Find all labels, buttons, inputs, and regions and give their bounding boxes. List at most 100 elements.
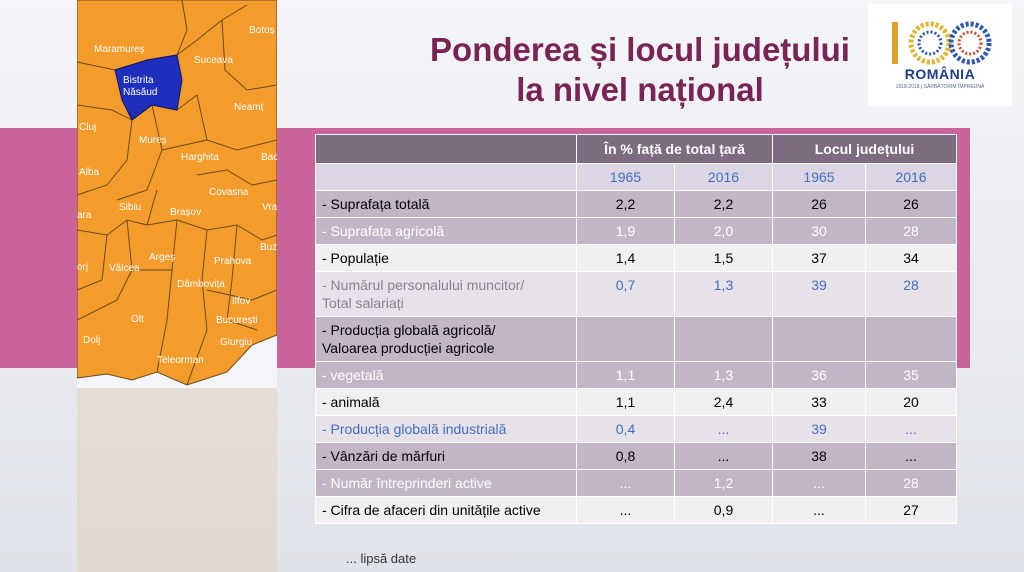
map-label: Suceava: [194, 55, 233, 66]
county-map: Bistrita Năsăud Botoș Maramureș Suceava …: [77, 0, 277, 388]
value-cell: 1,3: [674, 361, 773, 389]
value-cell: [864, 316, 958, 362]
year-cell: 1965: [772, 163, 866, 191]
value-cell: 20: [864, 388, 958, 416]
table-header-row: În % față de total țară Locul județului: [315, 134, 958, 164]
value-cell: ...: [576, 496, 675, 524]
header-empty-cell: [315, 134, 577, 164]
value-cell: [772, 316, 866, 362]
map-label: Sibiu: [119, 202, 141, 213]
table-row: - Populație 1,4 1,5 37 34: [315, 244, 958, 272]
map-label: Mureș: [139, 135, 167, 146]
row-label-line-2: Valoarea producției agricole: [322, 340, 495, 356]
value-cell: ...: [772, 496, 866, 524]
logo-tagline: 1918-2018 | SĂRBĂTORIM ÎMPREUNĂ: [895, 84, 985, 90]
row-label: - Producția globală agricolă/ Valoarea p…: [315, 316, 577, 362]
map-label: Vra: [262, 202, 277, 213]
row-label: - Producția globală industrială: [315, 415, 577, 443]
map-label: Prahova: [214, 256, 252, 267]
map-label: Alba: [79, 167, 99, 178]
value-cell: 0,9: [674, 496, 773, 524]
table-row: - Producția globală industrială 0,4 ... …: [315, 415, 958, 443]
map-label: Bac: [261, 152, 277, 163]
value-cell: 2,2: [674, 190, 773, 218]
footnote: ... lipsă date: [346, 551, 417, 566]
map-label: Harghita: [181, 152, 219, 163]
row-label: - Cifra de afaceri din unitățile active: [315, 496, 577, 524]
row-label: - Numărul personalului muncitor/ Total s…: [315, 271, 577, 317]
year-row-empty: [315, 163, 577, 191]
header-rank-group: Locul județului: [771, 134, 958, 164]
map-label: Botoș: [249, 25, 275, 36]
map-label: Giurgiu: [220, 337, 252, 348]
value-cell: 1,3: [674, 271, 773, 317]
value-cell: 1,5: [674, 244, 773, 272]
value-cell: 0,8: [576, 442, 675, 470]
value-cell: 33: [772, 388, 866, 416]
value-cell: 28: [864, 217, 958, 245]
highlighted-county-shape: [114, 54, 183, 121]
logo-country-text: ROMÂNIA: [904, 66, 976, 82]
table-row: - Cifra de afaceri din unitățile active …: [315, 496, 958, 524]
value-cell: [576, 316, 675, 362]
table-row: - Număr întreprinderi active ... 1,2 ...…: [315, 469, 958, 497]
value-cell: 37: [772, 244, 866, 272]
value-cell: 36: [772, 361, 866, 389]
row-label: - Vânzări de mărfuri: [315, 442, 577, 470]
table-row: - Producția globală agricolă/ Valoarea p…: [315, 316, 958, 362]
value-cell: 38: [772, 442, 866, 470]
value-cell: 1,4: [576, 244, 675, 272]
value-cell: 39: [772, 415, 866, 443]
value-cell: 0,7: [576, 271, 675, 317]
value-cell: 1,1: [576, 388, 675, 416]
value-cell: 26: [772, 190, 866, 218]
map-label: Vâlcea: [109, 263, 140, 274]
row-label: - animală: [315, 388, 577, 416]
map-label: Maramureș: [94, 44, 145, 55]
table-row: - Suprafața totală 2,2 2,2 26 26: [315, 190, 958, 218]
map-label: Olt: [131, 314, 144, 325]
value-cell: ...: [674, 415, 773, 443]
value-cell: 28: [864, 469, 958, 497]
value-cell: ...: [576, 469, 675, 497]
row-label-line-1: - Producția globală agricolă/: [322, 322, 496, 338]
map-label: Covasna: [209, 187, 249, 198]
value-cell: 0,4: [576, 415, 675, 443]
year-cell: 2016: [864, 163, 958, 191]
value-cell: ...: [674, 442, 773, 470]
map-label: Ilfov: [232, 296, 250, 307]
statistics-table: În % față de total țară Locul județului …: [315, 134, 958, 524]
value-cell: [674, 316, 773, 362]
value-cell: ...: [772, 469, 866, 497]
value-cell: 26: [864, 190, 958, 218]
table-row: - Suprafața agricolă 1,9 2,0 30 28: [315, 217, 958, 245]
title-line-1: Ponderea și locul județului: [430, 31, 850, 68]
logo-100-graphic: [892, 21, 992, 65]
row-label: - Suprafața totală: [315, 190, 577, 218]
table-row: - animală 1,1 2,4 33 20: [315, 388, 958, 416]
map-label: ara: [77, 210, 92, 221]
map-label: Brașov: [170, 207, 201, 218]
centenary-logo: ROMÂNIA 1918-2018 | SĂRBĂTORIM ÎMPREUNĂ: [868, 4, 1012, 106]
row-label-line-1: - Numărul personalului muncitor/: [322, 277, 525, 293]
header-percent-group: În % față de total țară: [576, 134, 773, 164]
table-row: - Vânzări de mărfuri 0,8 ... 38 ...: [315, 442, 958, 470]
value-cell: 1,9: [576, 217, 675, 245]
row-label-line-2: Total salariați: [322, 295, 404, 311]
highlight-label-2: Năsăud: [123, 87, 157, 98]
title-line-2: la nivel național: [516, 71, 764, 108]
value-cell: 1,2: [674, 469, 773, 497]
value-cell: 2,4: [674, 388, 773, 416]
row-label: - Număr întreprinderi active: [315, 469, 577, 497]
highlight-label-1: Bistrita: [123, 75, 154, 86]
map-label: Dâmbovița: [177, 279, 225, 290]
map-label: orj: [77, 262, 88, 273]
map-label: Cluj: [79, 122, 96, 133]
map-label: Teleorman: [157, 355, 204, 366]
map-label: Neamț: [234, 102, 264, 113]
value-cell: 34: [864, 244, 958, 272]
value-cell: 2,0: [674, 217, 773, 245]
table-row: - vegetală 1,1 1,3 36 35: [315, 361, 958, 389]
romania-map-image: Bistrita Năsăud Botoș Maramureș Suceava …: [77, 0, 277, 386]
year-cell: 1965: [576, 163, 675, 191]
